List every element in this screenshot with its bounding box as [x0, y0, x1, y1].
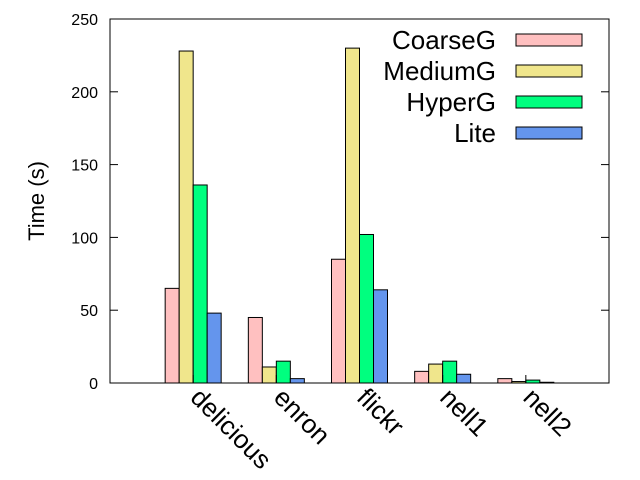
bar-hyperg-nell1: [442, 360, 458, 384]
bar-hyperg-delicious: [192, 184, 208, 384]
x-tick-label-nell2: nell2: [518, 382, 578, 442]
bar-mediumg-delicious: [178, 50, 194, 384]
bar-hyperg-flickr: [359, 233, 374, 384]
bar-mediumg-nell2: [511, 381, 527, 384]
y-axis-ticks: 0 50 100 150 200 250: [71, 12, 609, 393]
bar-coarseg-enron: [247, 316, 263, 384]
bar-lite-enron: [289, 378, 305, 384]
legend-label-hyperg: HyperG: [406, 87, 496, 117]
y-tick-label: 200: [71, 85, 98, 102]
x-tick-label-flickr: flickr: [351, 382, 410, 441]
bar-lite-nell2: [539, 381, 555, 384]
bar-coarseg-nell2: [497, 378, 513, 384]
y-tick-label: 250: [71, 12, 98, 29]
legend-swatch-mediumg: [515, 64, 583, 78]
bar-mediumg-nell1: [428, 363, 444, 384]
bar-coarseg-flickr: [331, 258, 346, 384]
bar-coarseg-delicious: [164, 287, 180, 384]
legend-swatch-hyperg: [515, 95, 583, 109]
legend-label-coarseg: CoarseG: [392, 25, 496, 55]
x-tick-label-nell1: nell1: [434, 382, 494, 442]
bar-lite-nell1: [456, 373, 472, 384]
bar-lite-delicious: [206, 312, 222, 384]
y-tick-label: 0: [89, 376, 98, 393]
legend-label-lite: Lite: [454, 118, 496, 148]
y-tick-label: 150: [71, 158, 98, 175]
bar-mediumg-enron: [261, 366, 277, 384]
x-tick-label-delicious: delicious: [185, 382, 278, 475]
legend-swatch-coarseg: [515, 33, 583, 47]
y-tick-label: 50: [80, 303, 98, 320]
bar-mediumg-flickr: [345, 47, 360, 384]
y-tick-label: 100: [71, 230, 98, 247]
x-tick-label-enron: enron: [268, 382, 336, 450]
bar-coarseg-nell1: [414, 370, 430, 384]
legend-label-mediumg: MediumG: [383, 56, 496, 86]
bar-hyperg-enron: [275, 360, 291, 384]
legend-swatch-lite: [515, 126, 583, 140]
bars: [164, 47, 555, 384]
bar-lite-flickr: [373, 289, 388, 384]
y-axis-label: Time (s): [24, 161, 49, 241]
